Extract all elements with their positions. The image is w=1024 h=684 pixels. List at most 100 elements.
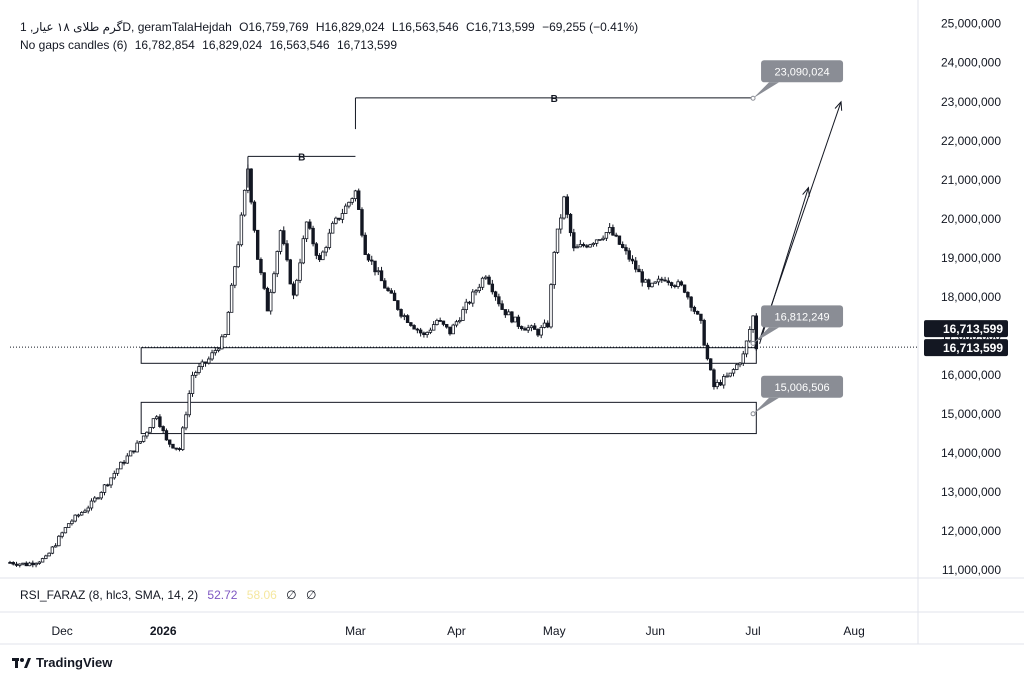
candle-body [40,558,45,563]
candle-body [360,209,364,236]
candle-body [184,414,188,429]
candle-body [526,327,530,331]
candle-body [647,279,651,288]
candle-body [353,190,358,200]
candle-body [418,329,423,334]
candle-body [415,328,420,331]
candle-body [725,375,729,378]
candle-body [506,311,511,316]
candle-body [37,561,42,564]
price-callout-label: 16,812,249 [775,311,830,323]
candle-body [177,448,182,450]
drawings-layer[interactable]: B B 23,090,024 16,812,249 15,006,506 [10,60,918,417]
candle-body [57,535,61,547]
candle-body [275,251,279,275]
candle-body [102,484,107,493]
candle-body [148,427,152,433]
time-axis[interactable]: Dec 2026 Mar Apr May Jun Jul Aug [51,624,864,638]
candle-body [555,228,560,253]
candle-series [8,164,759,568]
price-callout-box[interactable] [761,60,844,83]
candle-body [487,276,491,285]
candle-body [585,245,589,248]
candle-body [692,306,697,312]
candle-body [549,284,553,328]
candle-body [656,278,661,283]
candle-body [722,376,726,386]
callout-anchor [750,95,756,101]
symbol-name[interactable]: گرم طلای ۱۸ عیار, 1D, geramTalaHejdah [20,20,232,34]
price-callout-box[interactable] [761,305,844,328]
candle-body [513,316,517,323]
candle-body [298,262,302,281]
candle-body [109,477,113,486]
ohlc-change: −69,255 (−0.41%) [542,20,639,34]
support-zone-box[interactable] [140,347,757,364]
candle-body [735,364,739,370]
candle-body [412,325,416,330]
y-tick-label: 20,000,000 [941,212,1001,226]
candle-body [259,259,263,274]
symbol-legend: گرم طلای ۱۸ عیار, 1D, geramTalaHejdah O1… [20,19,642,35]
indicator-value: 16,713,599 [336,38,398,52]
indicator-name[interactable]: No gaps candles (6) [20,38,128,52]
price-callout-box[interactable] [761,375,844,398]
candle-body [601,237,605,240]
candle-body [151,418,156,428]
candle-body [278,230,283,252]
candle-body [728,372,732,377]
candle-body [718,382,723,386]
candle-body [467,301,472,304]
candle-body [396,300,400,310]
candle-body [324,247,328,253]
candle-body [471,291,475,304]
last-price-tag [924,339,1008,357]
candle-body [174,447,178,450]
candle-body [673,285,677,288]
candle-body [607,227,612,233]
tradingview-brand[interactable]: TradingView [12,655,112,670]
candle-body [490,283,495,293]
candle-body [708,358,713,371]
candle-body [226,311,231,335]
candle-body [167,439,172,445]
candle-body [627,250,631,260]
candle-body [99,491,103,499]
candle-body [164,430,169,441]
candle-body [542,322,547,328]
candle-body [31,562,35,566]
candle-body [145,431,149,437]
ohlc-high: H16,829,024 [315,20,385,34]
candle-body [552,251,556,286]
candle-body [27,562,32,567]
candle-body [135,442,139,453]
support-zones[interactable] [140,347,757,435]
support-zone-box[interactable] [140,401,757,435]
candle-body [138,441,143,444]
candle-body [405,315,410,324]
candle-body [594,239,599,244]
candle-body [532,325,537,330]
candle-body [321,251,325,261]
candle-body [386,287,390,292]
candle-body [181,427,185,450]
rsi-label[interactable]: RSI_FARAZ (8, hlc3, SMA, 14, 2) [20,588,199,602]
y-tick-label: 14,000,000 [941,446,1001,460]
candle-body [676,281,680,287]
y-tick-label: 22,000,000 [941,134,1001,148]
candle-body [327,232,332,248]
price-axis[interactable]: 11,000,000 12,000,000 13,000,000 14,000,000… [941,17,1001,577]
candle-body [44,555,48,559]
measure-label: B [298,152,305,163]
candle-body [304,221,309,240]
candle-body [461,309,465,321]
x-tick-label: Apr [447,624,466,638]
candle-body [754,315,759,350]
candle-body [21,562,25,565]
candle-body [249,168,253,203]
candle-body [503,309,508,316]
candle-body [611,227,615,236]
candle-body [265,287,270,312]
